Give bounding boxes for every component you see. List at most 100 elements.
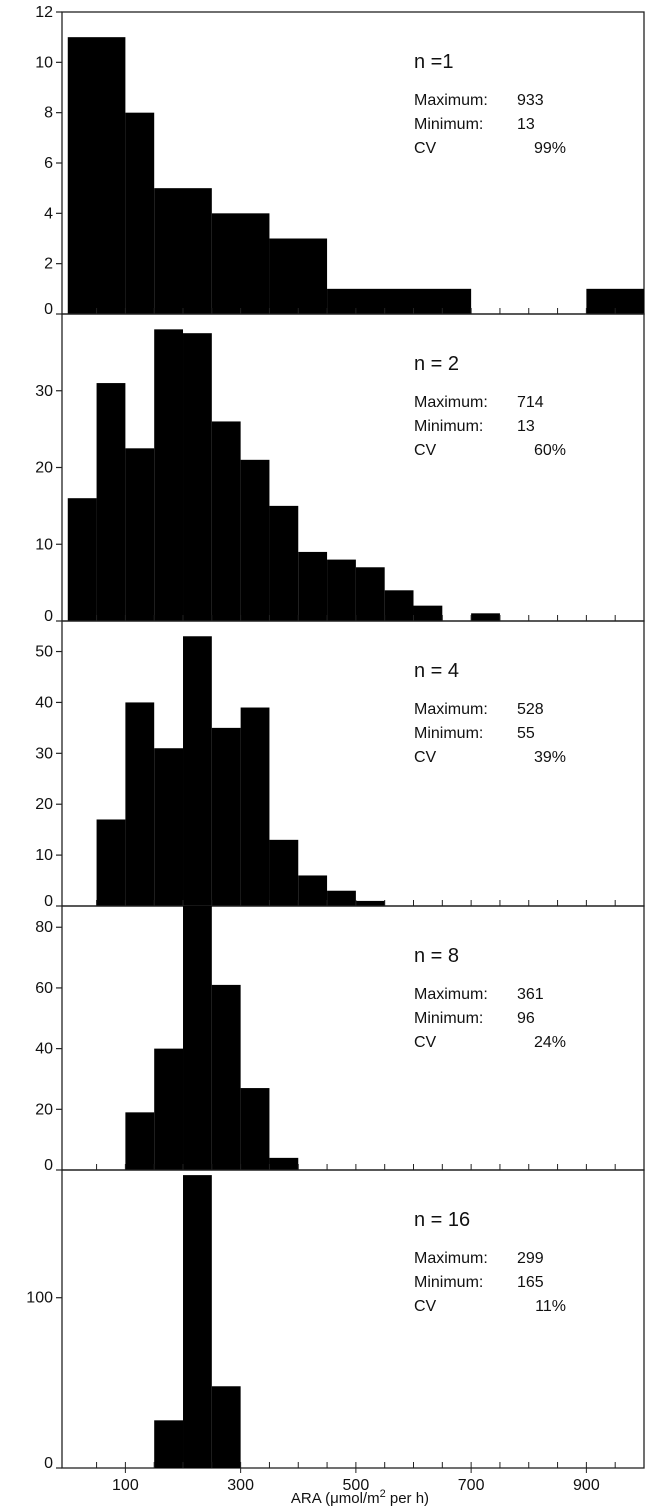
- histogram-bar: [355, 567, 385, 621]
- histogram-bar: [384, 590, 414, 621]
- y-tick-label: 0: [44, 893, 53, 910]
- minimum-label: Minimum:: [414, 116, 483, 133]
- cv-label: CV: [414, 1298, 437, 1315]
- minimum-value: 55: [517, 725, 535, 742]
- histogram-panel: 0 20 40 60 80 n = 8 Maximum: 361 Minimum: 96 CV 24%: [35, 905, 645, 1174]
- minimum-label: Minimum:: [414, 725, 483, 742]
- histogram-bar: [154, 1048, 184, 1170]
- y-tick-label: 10: [35, 536, 53, 553]
- histogram-bar: [269, 839, 299, 906]
- cv-value: 39%: [534, 749, 566, 766]
- histogram-bar: [413, 605, 443, 621]
- histogram-bar: [154, 748, 184, 906]
- histogram-bar: [269, 505, 299, 621]
- cv-value: 60%: [534, 442, 566, 459]
- histogram-panel: 0 100 n = 16 Maximum: 299 Minimum: 165 CV 11%: [26, 1169, 645, 1472]
- maximum-value: 299: [517, 1250, 544, 1267]
- cv-label: CV: [414, 749, 437, 766]
- x-tick-label: 100: [112, 1477, 139, 1494]
- y-tick-label: 12: [35, 4, 53, 21]
- maximum-label: Maximum:: [414, 986, 488, 1003]
- x-tick-label: 300: [227, 1477, 254, 1494]
- x-axis-title-superscript: 2: [380, 1488, 386, 1500]
- maximum-label: Maximum:: [414, 394, 488, 411]
- maximum-label: Maximum:: [414, 701, 488, 718]
- histogram-bar: [269, 238, 328, 314]
- histogram-panel: 0 10 20 30 n = 2 Maximum: 714 Minimum: 13 CV 60%: [35, 313, 645, 625]
- minimum-value: 165: [517, 1274, 544, 1291]
- histogram-bar: [183, 333, 212, 621]
- histogram-panel: 0 10 20 30 40 50 n = 4 Maximum: 528 Minimum: 55 CV 3…: [35, 620, 645, 910]
- histogram-bar: [211, 421, 241, 621]
- x-tick-label: 700: [458, 1477, 485, 1494]
- y-tick-label: 0: [44, 1157, 53, 1174]
- y-tick-label: 10: [35, 54, 53, 71]
- y-tick-label: 2: [44, 256, 53, 273]
- sample-size-label: n =1: [414, 51, 453, 73]
- histogram-bar: [154, 188, 212, 314]
- maximum-value: 361: [517, 986, 544, 1003]
- sample-size-label: n = 8: [414, 945, 459, 967]
- histogram-bar: [327, 890, 356, 906]
- cv-label: CV: [414, 140, 437, 157]
- histogram-bar: [211, 213, 270, 314]
- maximum-value: 933: [517, 92, 544, 109]
- y-tick-label: 20: [35, 796, 53, 813]
- cv-label: CV: [414, 442, 437, 459]
- panel-frame: [61, 1169, 645, 1469]
- histogram-bar: [125, 112, 155, 315]
- histogram-bar: [67, 498, 97, 621]
- y-tick-label: 0: [44, 301, 53, 318]
- histogram-bar: [240, 707, 270, 906]
- histogram-panel: 0 2 4 6 8 10 12 n =1 Maximum: 933 Minimum: 13 CV 99%: [35, 4, 645, 318]
- y-tick-label: 30: [35, 383, 53, 400]
- y-tick-label: 40: [35, 1041, 53, 1058]
- histogram-bar: [183, 906, 212, 1170]
- histogram-bar: [240, 459, 270, 621]
- histogram-bar: [125, 702, 155, 906]
- histogram-bar: [327, 559, 356, 621]
- y-tick-label: 20: [35, 1101, 53, 1118]
- maximum-value: 528: [517, 701, 544, 718]
- y-tick-label: 0: [44, 608, 53, 625]
- x-axis: 100 300 500 700 900: [112, 1468, 600, 1494]
- minimum-value: 13: [517, 116, 535, 133]
- x-tick-label: 900: [573, 1477, 600, 1494]
- y-tick-label: 4: [44, 205, 53, 222]
- x-axis-title: ARA (μmol/m2 per h): [291, 1488, 429, 1507]
- histogram-bar: [154, 1420, 184, 1468]
- cv-value: 24%: [534, 1034, 566, 1051]
- y-tick-label: 20: [35, 460, 53, 477]
- y-tick-label: 100: [26, 1290, 53, 1307]
- maximum-label: Maximum:: [414, 1250, 488, 1267]
- x-tick-label: 500: [343, 1477, 370, 1494]
- cv-value: 99%: [534, 140, 566, 157]
- histogram-bar: [183, 636, 212, 906]
- minimum-value: 96: [517, 1010, 535, 1027]
- minimum-label: Minimum:: [414, 1274, 483, 1291]
- histogram-bar: [125, 448, 155, 621]
- y-tick-label: 6: [44, 155, 53, 172]
- sample-size-label: n = 16: [414, 1209, 470, 1231]
- histogram-bar: [327, 288, 472, 314]
- sample-size-label: n = 2: [414, 353, 459, 375]
- y-tick-label: 8: [44, 105, 53, 122]
- histogram-bar: [125, 1112, 155, 1170]
- y-tick-label: 0: [44, 1455, 53, 1472]
- cv-label: CV: [414, 1034, 437, 1051]
- minimum-label: Minimum:: [414, 418, 483, 435]
- histogram-bar: [471, 613, 500, 621]
- histogram-bar: [67, 37, 126, 315]
- minimum-label: Minimum:: [414, 1010, 483, 1027]
- histogram-bar: [211, 727, 241, 906]
- histogram-bar: [269, 1157, 299, 1170]
- maximum-label: Maximum:: [414, 92, 488, 109]
- y-tick-label: 50: [35, 644, 53, 661]
- y-tick-label: 80: [35, 919, 53, 936]
- histogram-bar: [96, 383, 126, 621]
- histogram-bar: [183, 1175, 212, 1468]
- y-tick-label: 10: [35, 847, 53, 864]
- histogram-bar: [211, 1386, 241, 1468]
- histogram-bar: [211, 984, 241, 1170]
- y-tick-label: 30: [35, 745, 53, 762]
